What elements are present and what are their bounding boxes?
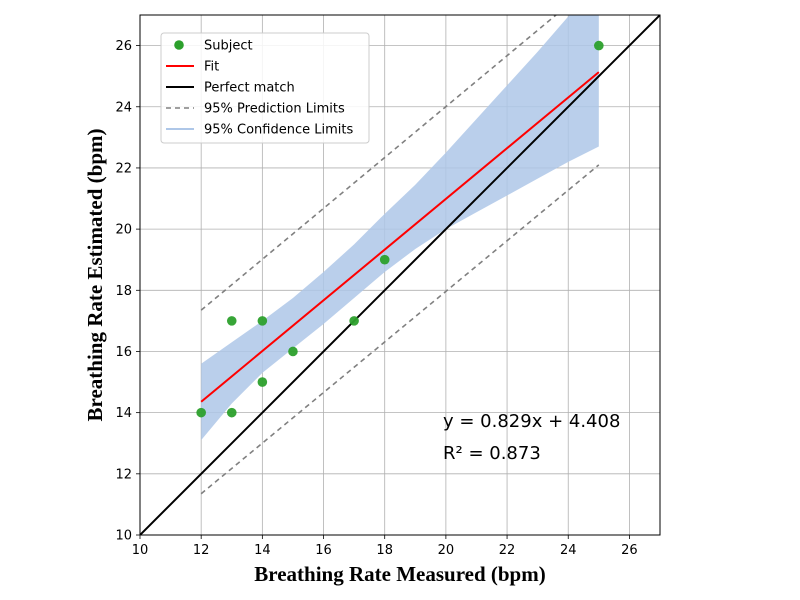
legend-marker-subject [174,40,184,50]
equation-annotation: y = 0.829x + 4.408 [443,411,620,432]
prediction-limit-lower [200,164,600,495]
x-tick-label: 14 [254,543,271,558]
subject-point [257,377,268,387]
legend-item: Fit [166,60,219,75]
x-tick-label: 24 [560,543,577,558]
x-tick-label: 26 [621,543,638,558]
y-tick-label: 26 [115,39,132,54]
subject-point [594,40,604,51]
legend-item: 95% Prediction Limits [166,102,345,117]
y-tick-label: 14 [115,406,132,421]
legend-label: Subject [204,39,253,54]
y-tick-label: 20 [115,223,132,238]
plot-frame [139,14,661,536]
x-tick-label: 22 [499,543,516,558]
confidence-band [201,15,599,441]
x-tick-label: 18 [376,543,393,558]
y-tick-label: 10 [115,529,132,544]
ticks: 10 12 14 16 18 20 22 24 26 10 12 14 16 18 20 22 24 26 [115,39,637,558]
data-layer [140,15,660,535]
x-tick-label: 20 [438,543,455,558]
x-tick-label: 12 [193,543,210,558]
y-tick-label: 18 [115,284,132,299]
subject-point [288,346,298,357]
subject-point [257,316,268,326]
prediction-limit-upper [200,15,557,311]
x-axis-title: Breathing Rate Measured (bpm) [254,562,545,586]
legend-label: Perfect match [204,81,295,96]
y-tick-label: 24 [115,100,132,115]
subject-point [226,407,237,418]
legend-item: Subject [174,39,253,54]
legend-item: Perfect match [166,81,295,96]
equation-annotation: R² = 0.873 [443,443,541,464]
y-axis-title: Breathing Rate Estimated (bpm) [83,128,107,421]
y-tick-label: 12 [115,467,132,482]
fit-line [200,71,600,403]
x-tick-label: 16 [315,543,332,558]
y-tick-label: 22 [115,161,132,176]
subject-point [226,316,237,326]
subject-point [349,316,359,326]
y-tick-label: 16 [115,345,132,360]
legend-label: 95% Confidence Limits [204,123,353,138]
legend-box [160,32,370,144]
perfect-match-line [140,15,660,535]
subject-point [379,254,390,265]
annotations: y = 0.829x + 4.408 R² = 0.873 [443,411,620,464]
x-tick-label: 10 [132,543,149,558]
legend-label: Fit [204,60,219,75]
legend-item: 95% Confidence Limits [166,123,353,138]
legend: Subject Fit Perfect match 95% Prediction Li… [160,32,370,144]
legend-label: 95% Prediction Limits [204,102,345,117]
subject-point [196,407,206,418]
